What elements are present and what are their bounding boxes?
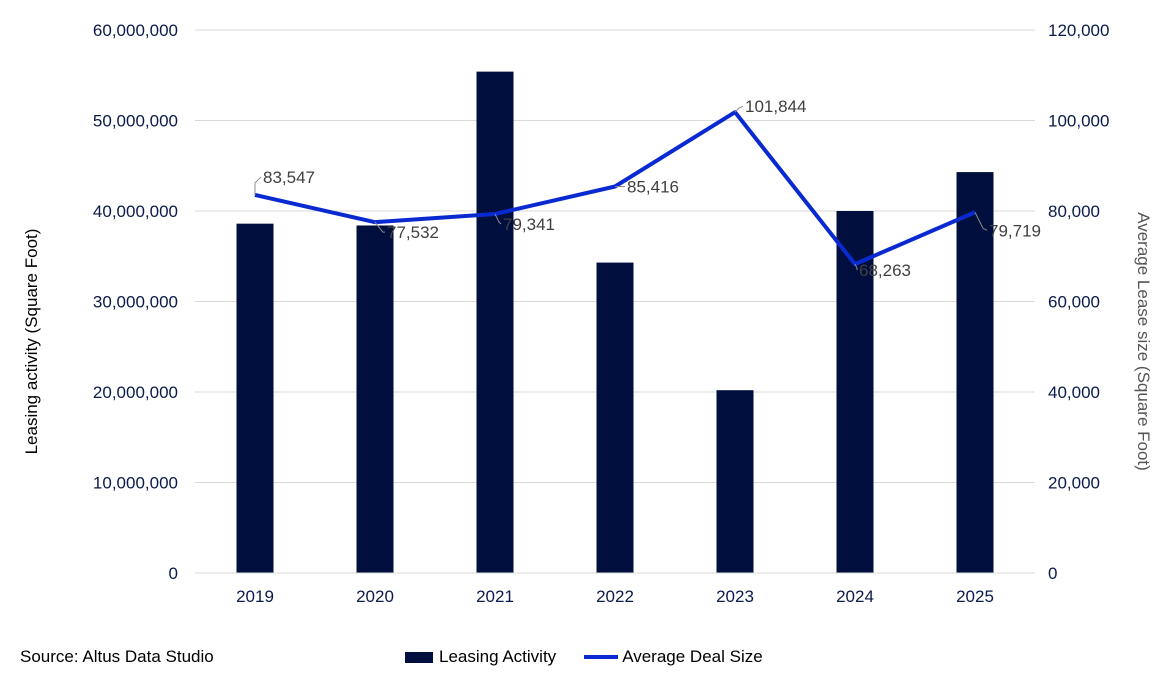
left-axis-title: Leasing activity (Square Foot): [22, 229, 41, 455]
legend-swatch-bar: [405, 651, 433, 663]
legend-label-average-deal-size: Average Deal Size: [622, 647, 763, 666]
right-tick-label: 80,000: [1048, 202, 1100, 221]
data-label-leader: [734, 105, 744, 113]
right-axis-title: Average Lease size (Square Foot): [1134, 212, 1153, 471]
combo-chart: 0 0 10,000,000 20,000 20,000,000 40,000 30,000…: [22, 21, 1153, 606]
bar-leasing-activity: [476, 71, 514, 573]
data-label-average-deal-size: 85,416: [627, 177, 679, 196]
data-label-leader: [374, 221, 385, 233]
data-label-average-deal-size: 68,263: [859, 261, 911, 280]
bar-leasing-activity: [356, 225, 394, 574]
data-label-average-deal-size: 101,844: [745, 97, 806, 116]
left-tick-label: 50,000,000: [93, 112, 178, 131]
data-label-average-deal-size: 79,719: [989, 221, 1041, 240]
right-tick-label: 20,000: [1048, 474, 1100, 493]
left-tick-label: 0: [169, 564, 178, 583]
bar-leasing-activity: [236, 223, 274, 574]
left-tick-label: 30,000,000: [93, 293, 178, 312]
source-note: Source: Altus Data Studio: [20, 647, 214, 666]
right-tick-label: 40,000: [1048, 383, 1100, 402]
legend-item-average-deal-size: Average Deal Size: [584, 647, 763, 667]
data-label-average-deal-size: 83,547: [263, 168, 315, 187]
right-tick-label: 0: [1048, 564, 1057, 583]
data-label-leader: [974, 212, 988, 231]
x-tick-label: 2025: [956, 587, 994, 606]
legend: Leasing Activity Average Deal Size: [405, 647, 791, 667]
left-tick-label: 20,000,000: [93, 383, 178, 402]
right-tick-label: 100,000: [1048, 112, 1109, 131]
x-tick-label: 2019: [236, 587, 274, 606]
right-tick-label: 60,000: [1048, 293, 1100, 312]
bar-leasing-activity: [716, 390, 754, 573]
bar-leasing-activity: [956, 172, 994, 573]
right-tick-label: 120,000: [1048, 21, 1109, 40]
legend-item-leasing-activity: Leasing Activity: [405, 647, 556, 667]
data-label-average-deal-size: 77,532: [387, 223, 439, 242]
legend-label-leasing-activity: Leasing Activity: [439, 647, 557, 666]
left-tick-label: 60,000,000: [93, 21, 178, 40]
data-label-average-deal-size: 79,341: [503, 215, 555, 234]
x-tick-label: 2020: [356, 587, 394, 606]
bar-leasing-activity: [596, 262, 634, 573]
left-tick-label: 40,000,000: [93, 202, 178, 221]
data-label-leader: [254, 176, 262, 195]
legend-swatch-line: [584, 655, 619, 659]
x-tick-label: 2021: [476, 587, 514, 606]
left-tick-label: 10,000,000: [93, 474, 178, 493]
data-label-leader: [494, 213, 502, 225]
x-tick-label: 2024: [836, 587, 874, 606]
data-label-leader: [854, 263, 858, 271]
x-tick-label: 2023: [716, 587, 754, 606]
bar-leasing-activity: [836, 211, 874, 573]
x-tick-label: 2022: [596, 587, 634, 606]
